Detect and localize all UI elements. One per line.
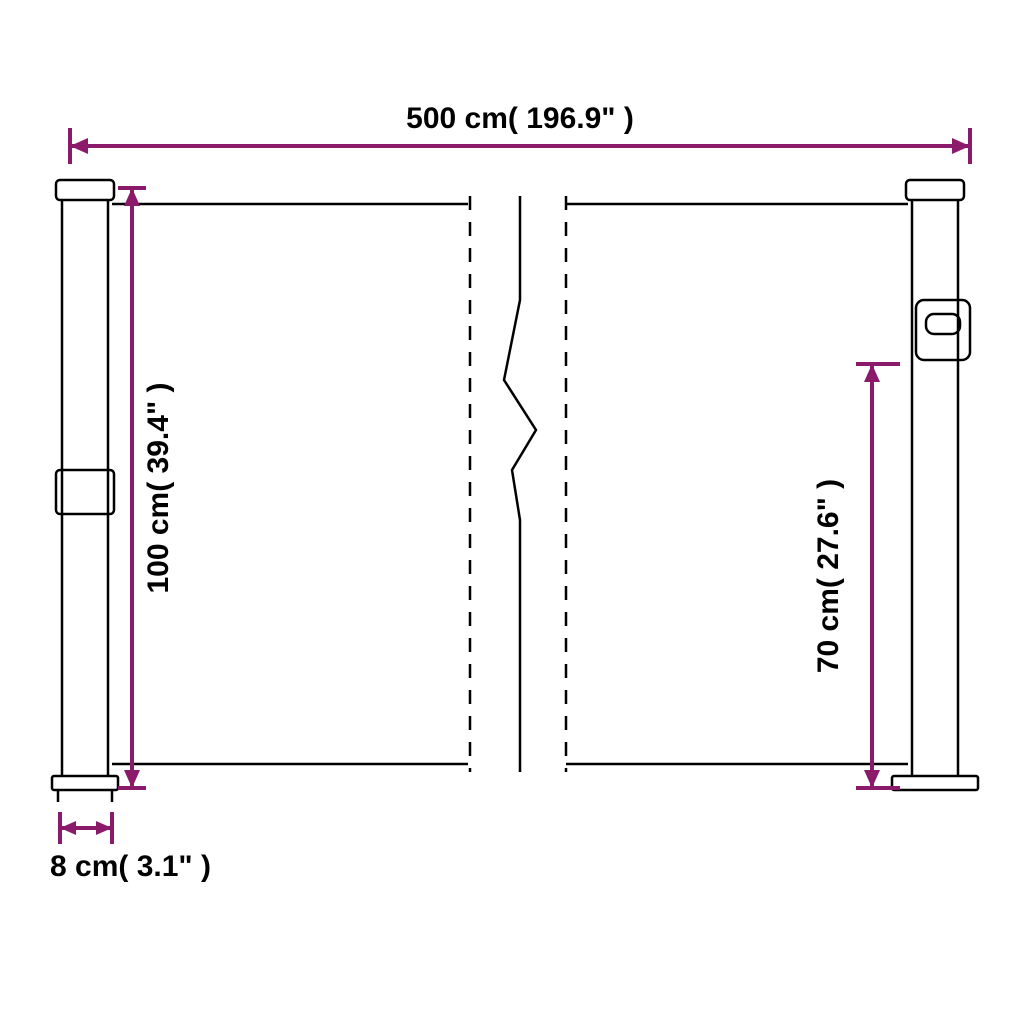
- dim-fabric-height: [856, 364, 900, 788]
- label-fabric-height: 70 cm( 27.6" ): [812, 479, 845, 673]
- dim-depth: [60, 812, 112, 844]
- dimension-diagram: 500 cm( 196.9" ) 100 cm( 39.4" ) 70 cm( …: [0, 0, 1024, 1024]
- label-depth: 8 cm( 3.1" ): [50, 850, 211, 883]
- dimension-labels: 500 cm( 196.9" ) 100 cm( 39.4" ) 70 cm( …: [50, 102, 845, 883]
- fabric-panel: [112, 204, 908, 764]
- label-height: 100 cm( 39.4" ): [142, 382, 175, 593]
- left-post: [52, 180, 118, 802]
- right-post: [892, 180, 978, 790]
- label-width: 500 cm( 196.9" ): [406, 102, 634, 135]
- section-break: [470, 196, 566, 772]
- handle-icon: [916, 300, 970, 360]
